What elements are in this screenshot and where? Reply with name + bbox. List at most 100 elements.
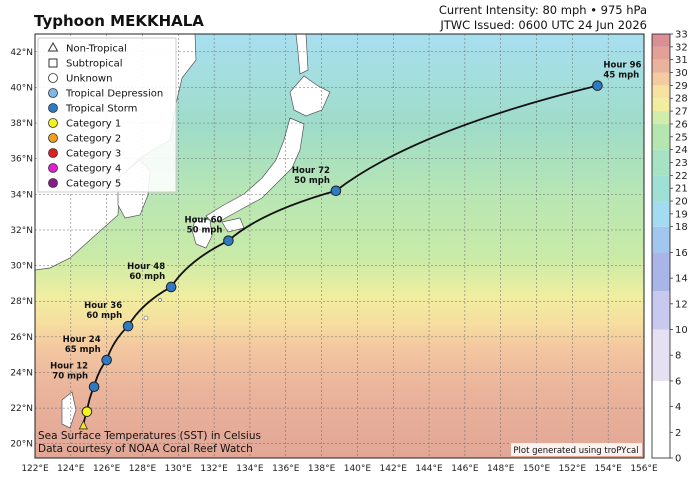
forecast-point-label: Hour 12 xyxy=(50,362,88,372)
forecast-point-label: 60 mph xyxy=(86,311,122,321)
colorbar-tick-label: 8 xyxy=(675,351,681,362)
colorbar-band xyxy=(652,201,670,227)
lon-tick-label: 156°E xyxy=(630,464,658,474)
lon-tick-label: 150°E xyxy=(523,464,551,474)
honshu xyxy=(205,117,305,223)
issued-time: JTWC Issued: 0600 UTC 24 Jun 2026 xyxy=(440,18,647,32)
legend-label: Tropical Depression xyxy=(65,89,163,100)
lon-tick-label: 130°E xyxy=(165,464,193,474)
colorbar-tick-label: 27 xyxy=(675,107,688,118)
lon-tick-label: 148°E xyxy=(487,464,515,474)
sst-credit: Data courtesy of NOAA Coral Reef Watch xyxy=(38,443,253,455)
lon-tick-label: 136°E xyxy=(272,464,300,474)
legend-label: Category 1 xyxy=(66,119,121,130)
legend-box xyxy=(37,37,177,193)
plot-credit: Plot generated using troPYcal xyxy=(513,446,638,456)
forecast-point-marker xyxy=(78,420,89,430)
colorbar-band xyxy=(652,252,670,291)
forecast-point-label: Hour 24 xyxy=(63,335,101,345)
forecast-point-label: 70 mph xyxy=(52,372,88,382)
forecast-point-label: 50 mph xyxy=(294,176,330,186)
lon-tick-label: 126°E xyxy=(93,464,121,474)
colorbar-tick-label: 24 xyxy=(675,145,688,156)
lat-tick-label: 42°N xyxy=(10,48,33,58)
colorbar-band xyxy=(652,175,670,202)
colorbar-frame xyxy=(651,33,671,459)
triangle-icon xyxy=(47,41,59,52)
circle-icon xyxy=(48,118,58,128)
current-intensity: Current Intensity: 80 mph • 975 hPa xyxy=(438,3,647,17)
lon-tick-label: 146°E xyxy=(451,464,479,474)
colorbar-band xyxy=(652,290,670,330)
colorbar-tick-label: 14 xyxy=(675,274,688,285)
colorbar-tick-label: 28 xyxy=(675,94,688,105)
lat-tick-label: 30°N xyxy=(10,262,33,272)
legend-label: Tropical Storm xyxy=(65,104,137,115)
longitude-ticks: 122°E 124°E 126°E 128°E 130°E 132°E 134°E 136°E… xyxy=(21,464,658,474)
lon-tick-label: 132°E xyxy=(200,464,228,474)
circle-icon xyxy=(48,163,58,173)
legend-label: Category 5 xyxy=(66,179,121,190)
lat-tick-label: 40°N xyxy=(10,83,33,93)
amami-island xyxy=(158,298,162,302)
legend-label: Non-Tropical xyxy=(66,44,127,55)
lon-tick-label: 138°E xyxy=(308,464,336,474)
forecast-point-label: 45 mph xyxy=(603,71,639,81)
lon-tick-label: 142°E xyxy=(380,464,408,474)
colorbar-band xyxy=(652,34,670,47)
lon-tick-label: 124°E xyxy=(57,464,85,474)
colorbar-tick-label: 12 xyxy=(675,299,688,310)
lon-tick-label: 154°E xyxy=(594,464,622,474)
colorbar-tick-label: 26 xyxy=(675,119,688,130)
colorbar-tick-label: 10 xyxy=(675,325,688,336)
colorbar-band xyxy=(652,329,670,381)
circle-icon xyxy=(48,148,58,158)
lon-tick-label: 140°E xyxy=(344,464,372,474)
taiwan xyxy=(61,391,77,429)
sakhalin xyxy=(295,34,309,75)
colorbar-tick-label: 2 xyxy=(675,428,681,439)
colorbar-band xyxy=(652,85,670,99)
circle-icon xyxy=(48,133,58,143)
colorbar-band xyxy=(652,111,670,124)
circle-outline-icon xyxy=(48,73,58,83)
colorbar-band xyxy=(652,149,670,176)
lat-tick-label: 24°N xyxy=(10,368,33,378)
forecast-point-label: 65 mph xyxy=(65,345,101,355)
sst-colorbar: 0246810121416181920212223242526272829303… xyxy=(651,30,688,465)
lon-tick-label: 122°E xyxy=(21,464,49,474)
lat-tick-label: 38°N xyxy=(10,119,33,129)
colorbar-tick-label: 19 xyxy=(675,209,688,220)
lat-tick-label: 26°N xyxy=(10,333,33,343)
map-title: Typhoon MEKKHALA xyxy=(34,12,204,30)
colorbar-band xyxy=(652,98,670,112)
forecast-point-marker xyxy=(101,354,112,366)
forecast-point-marker xyxy=(330,185,342,197)
lon-tick-label: 128°E xyxy=(129,464,157,474)
forecast-point-marker xyxy=(88,381,100,393)
lat-tick-label: 22°N xyxy=(10,404,33,414)
forecast-point-label: 60 mph xyxy=(129,272,165,282)
colorbar-band xyxy=(652,46,670,60)
colorbar-band xyxy=(652,380,670,458)
colorbar-tick-label: 25 xyxy=(675,132,688,143)
hokkaido xyxy=(289,75,331,117)
sst-note: Sea Surface Temperatures (SST) in Celsiu… xyxy=(38,430,261,442)
forecast-track-line xyxy=(82,84,598,427)
plot-frame xyxy=(34,33,645,459)
colorbar-tick-label: 33 xyxy=(675,30,688,41)
legend-label: Category 2 xyxy=(66,134,121,145)
square-icon xyxy=(48,58,58,68)
latitude-ticks: 20°N 22°N 24°N 26°N 28°N 30°N 32°N 34°N 36°N 38°N… xyxy=(10,48,33,450)
colorbar-tick-label: 22 xyxy=(675,171,688,182)
legend-label: Category 4 xyxy=(66,164,121,175)
forecast-point-label: Hour 60 xyxy=(184,216,222,226)
forecast-point-marker xyxy=(223,235,234,246)
lon-tick-label: 152°E xyxy=(559,464,587,474)
lat-tick-label: 34°N xyxy=(10,190,33,200)
colorbar-tick-label: 23 xyxy=(675,158,688,169)
forecast-point-label: Hour 48 xyxy=(127,262,165,272)
colorbar-tick-label: 18 xyxy=(675,222,688,233)
colorbar-tick-label: 6 xyxy=(675,376,681,387)
